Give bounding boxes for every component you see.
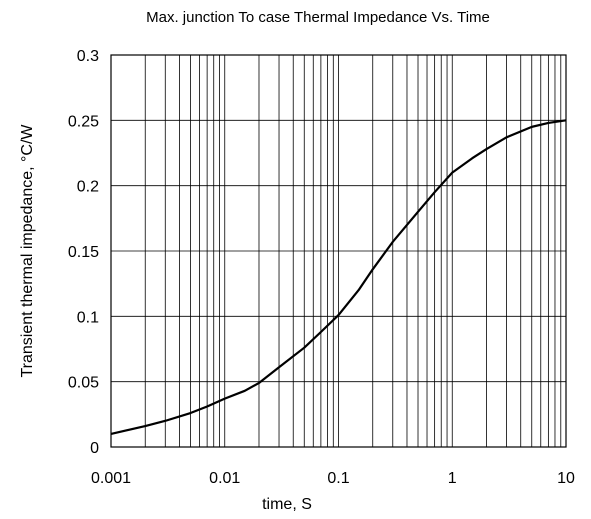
- x-tick-label: 10: [557, 470, 575, 487]
- x-tick-labels: 0.001 0.01 0.1 1 10: [91, 470, 575, 487]
- y-tick-labels: 0 0.05 0.1 0.15 0.2 0.25 0.3: [68, 48, 99, 457]
- y-tick-label: 0.3: [77, 48, 99, 65]
- y-tick-label: 0.25: [68, 113, 99, 130]
- x-tick-label: 0.1: [327, 470, 349, 487]
- y-tick-label: 0.2: [77, 179, 99, 196]
- series-line: [110, 119, 567, 436]
- y-tick-label: 0: [90, 440, 99, 457]
- y-axis-label: Transient thermal impedance, °C/W: [19, 124, 36, 378]
- y-tick-label: 0.15: [68, 244, 99, 261]
- y-tick-label: 0.05: [68, 375, 99, 392]
- plot-frame: [110, 54, 567, 448]
- x-tick-label: 0.001: [91, 470, 131, 487]
- y-tick-label: 0.1: [77, 309, 99, 326]
- chart-title: Max. junction To case Thermal Impedance …: [146, 9, 490, 26]
- x-tick-label: 1: [448, 470, 457, 487]
- x-tick-label: 0.01: [209, 470, 240, 487]
- grid: [110, 54, 566, 448]
- x-axis-label: time, S: [262, 496, 312, 513]
